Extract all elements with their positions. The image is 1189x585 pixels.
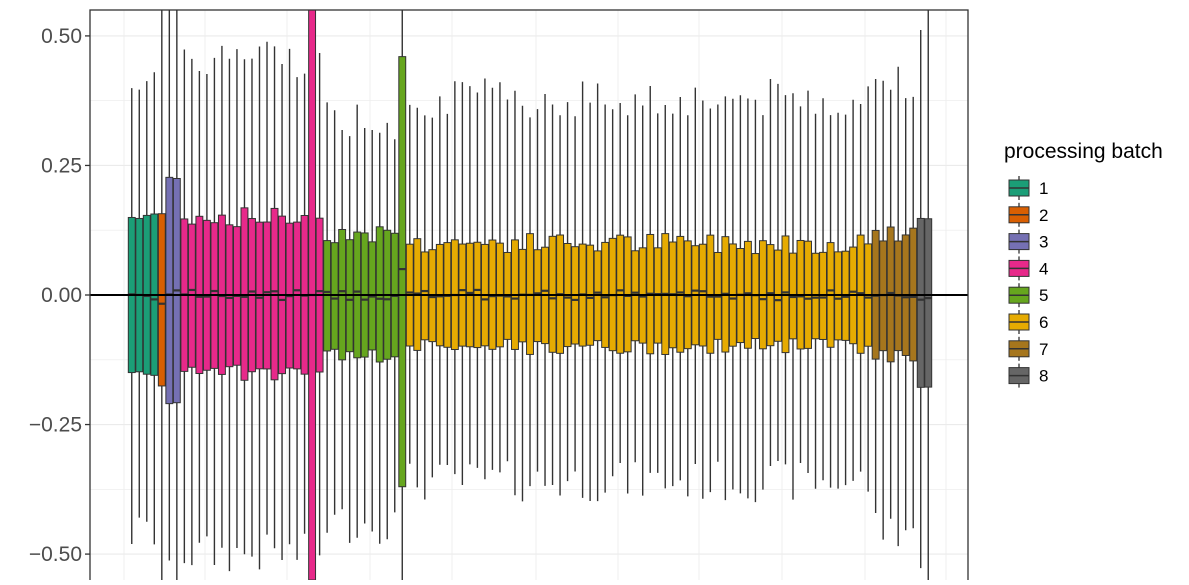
legend-label: 6 — [1039, 313, 1048, 332]
legend-title: processing batch — [1004, 140, 1163, 163]
box — [165, 176, 174, 405]
legend: processing batch 1 2 3 4 5 6 7 8 — [1004, 140, 1163, 388]
legend-item-6: 6 — [1008, 310, 1048, 334]
box-batch-6 — [811, 113, 820, 489]
legend-item-4: 4 — [1008, 256, 1048, 281]
legend-item-3: 3 — [1008, 229, 1048, 254]
legend-item-5: 5 — [1008, 283, 1048, 308]
y-tick-label: −0.50 — [29, 543, 82, 566]
y-tick-label: 0.25 — [41, 154, 82, 177]
legend-label: 3 — [1039, 233, 1048, 252]
legend-label: 2 — [1039, 206, 1048, 225]
legend-label: 7 — [1039, 340, 1048, 359]
legend-item-1: 1 — [1008, 176, 1048, 200]
box-batch-8 — [916, 30, 925, 569]
y-tick-label: −0.25 — [29, 414, 82, 437]
legend-label: 5 — [1039, 286, 1048, 305]
legend-label: 8 — [1039, 367, 1048, 386]
legend-item-2: 2 — [1008, 202, 1048, 227]
legend-item-7: 7 — [1008, 336, 1048, 361]
box — [157, 213, 166, 387]
y-tick-label: 0.50 — [41, 25, 82, 48]
legend-item-8: 8 — [1008, 363, 1048, 388]
legend-label: 1 — [1039, 179, 1048, 198]
box — [811, 252, 820, 340]
legend-label: 4 — [1039, 259, 1048, 278]
box — [398, 56, 407, 488]
box — [924, 218, 933, 388]
y-tick-label: 0.00 — [41, 284, 82, 307]
box — [916, 217, 925, 388]
